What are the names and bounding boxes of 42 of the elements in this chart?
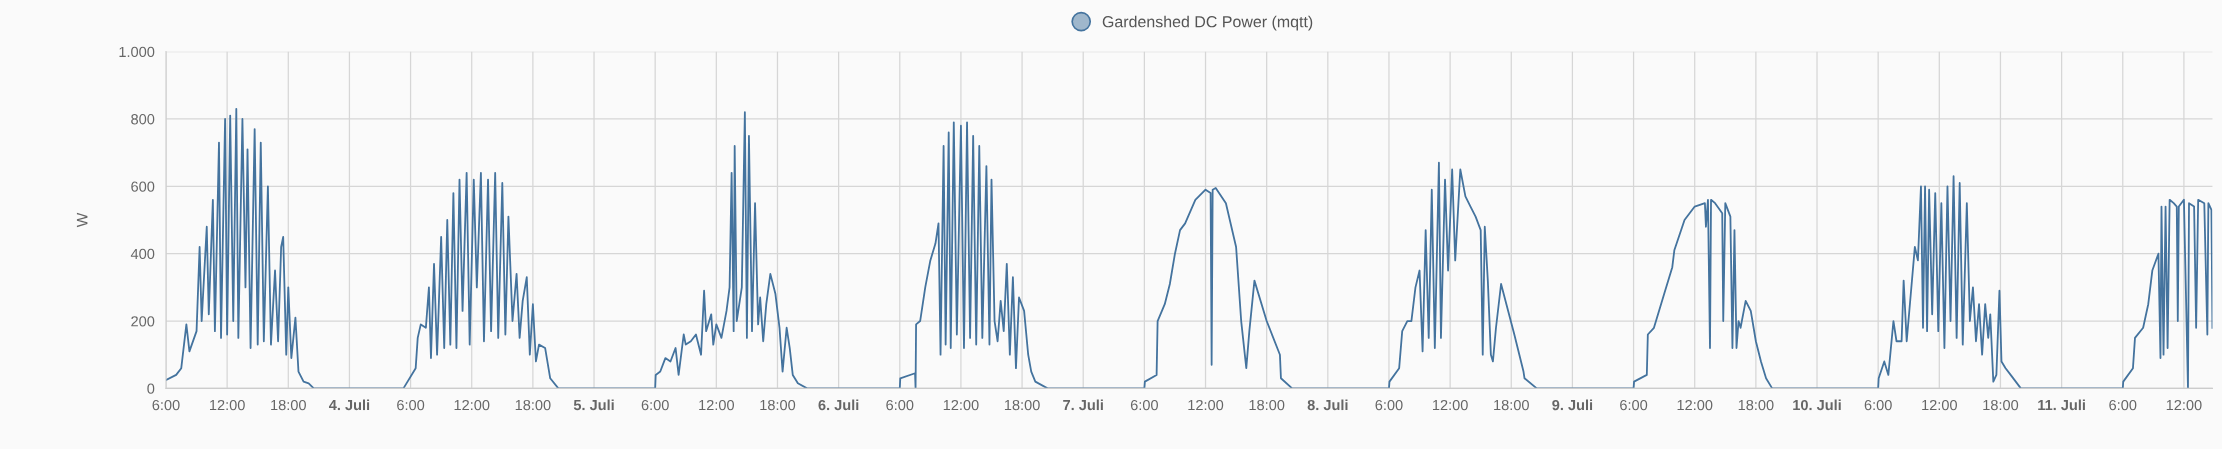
- x-tick-label: 12:00: [1188, 399, 1224, 411]
- x-tick-label: 6:00: [1375, 399, 1403, 411]
- legend-label: Gardenshed DC Power (mqtt): [1102, 15, 1313, 31]
- x-tick-label: 11. Juli: [2038, 399, 2085, 411]
- y-tick-label: 200: [131, 316, 155, 327]
- x-tick-label: 12:00: [943, 399, 979, 411]
- x-tick-label: 9. Juli: [1552, 399, 1593, 411]
- x-tick-label: 6:00: [1620, 399, 1648, 411]
- x-tick-label: 12:00: [699, 399, 735, 411]
- x-tick-label: 6. Juli: [818, 399, 859, 411]
- x-tick-label: 6:00: [641, 399, 669, 411]
- x-tick-label: 18:00: [1249, 399, 1285, 411]
- y-tick-label: 600: [131, 181, 155, 192]
- x-tick-label: 6:00: [152, 399, 180, 411]
- x-tick-label: 7. Juli: [1063, 399, 1103, 411]
- y-tick-label: 800: [131, 114, 155, 125]
- x-tick-label: 5. Juli: [573, 399, 614, 411]
- y-tick-label: 0: [147, 383, 155, 394]
- x-tick-label: 6:00: [2109, 399, 2137, 411]
- x-tick-label: 6:00: [886, 399, 914, 411]
- x-tick-label: 12:00: [1922, 399, 1957, 411]
- x-tick-label: 10. Juli: [1793, 399, 1841, 411]
- x-tick-label: 12:00: [1677, 399, 1713, 411]
- x-tick-label: 12:00: [2166, 399, 2202, 411]
- x-tick-label: 18:00: [271, 399, 306, 411]
- x-tick-label: 12:00: [210, 399, 245, 411]
- y-tick-label: 400: [130, 248, 155, 260]
- y-axis-title: W: [76, 212, 88, 228]
- x-tick-label: 8. Juli: [1307, 399, 1348, 411]
- x-tick-label: 18:00: [515, 399, 551, 411]
- x-tick-label: 6:00: [1864, 399, 1892, 411]
- x-tick-label: 18:00: [1004, 399, 1040, 411]
- x-tick-label: 12:00: [1432, 399, 1468, 411]
- x-tick-label: 18:00: [1494, 399, 1529, 411]
- y-tick-label: 1.000: [119, 46, 155, 58]
- x-tick-label: 6:00: [1130, 399, 1158, 411]
- x-tick-label: 12:00: [454, 399, 490, 411]
- x-tick-label: 4. Juli: [328, 399, 370, 411]
- x-tick-label: 18:00: [1738, 399, 1774, 411]
- x-tick-label: 18:00: [1983, 399, 2019, 411]
- x-tick-label: 6:00: [397, 399, 425, 411]
- x-tick-label: 18:00: [760, 399, 796, 411]
